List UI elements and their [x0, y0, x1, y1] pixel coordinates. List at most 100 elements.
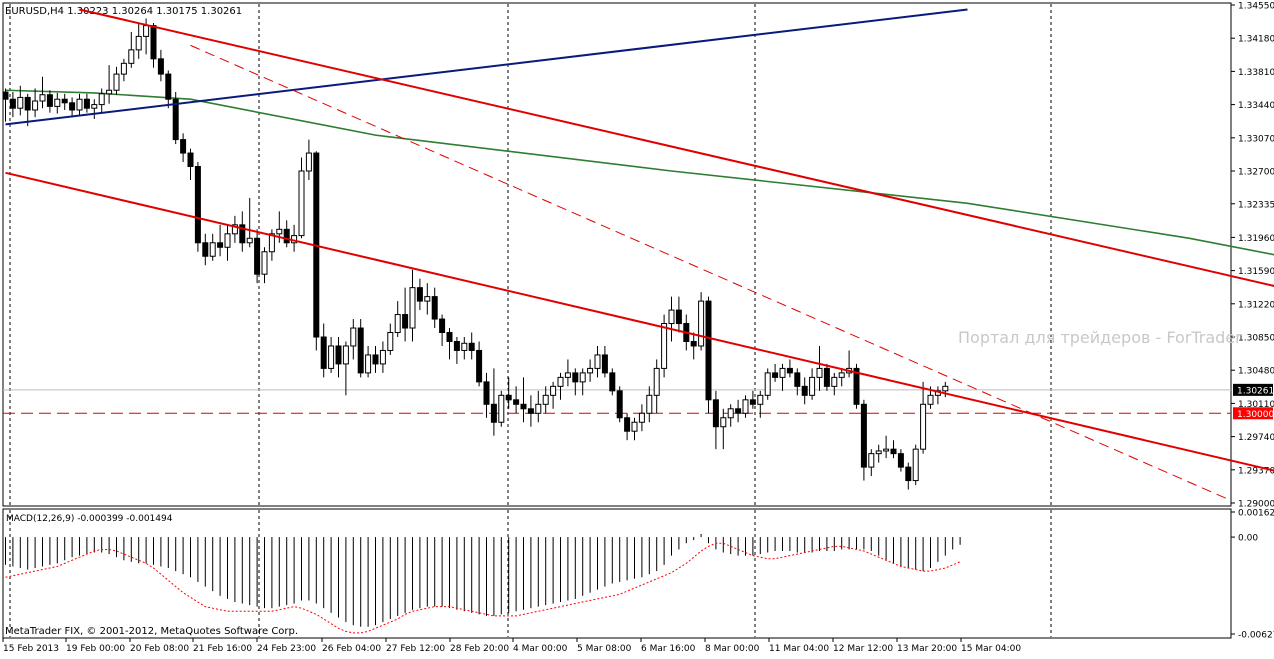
- time-label-9: 5 Mar 08:00: [577, 644, 632, 654]
- candle-body-82: [610, 373, 615, 391]
- candle-body-125: [928, 395, 933, 404]
- candle-body-19: [144, 26, 149, 37]
- candle-body-2: [18, 97, 23, 108]
- candle-body-85: [632, 422, 637, 431]
- candle-body-0: [3, 92, 8, 99]
- price-tick-label-7: 1.31960: [1238, 234, 1274, 244]
- time-label-10: 6 Mar 16:00: [641, 644, 696, 654]
- candle-82: [610, 368, 615, 395]
- candle-body-35: [262, 252, 267, 274]
- candle-body-86: [639, 413, 644, 422]
- candle-body-1: [10, 99, 15, 108]
- time-label-5: 26 Feb 04:00: [322, 644, 381, 654]
- candle-body-25: [188, 153, 193, 166]
- price-tick-label-9: 1.31220: [1238, 300, 1274, 310]
- candle-body-14: [107, 90, 112, 94]
- candle-body-34: [255, 238, 260, 274]
- macd-tick-label-0: 0.001622: [1238, 509, 1274, 519]
- candle-body-68: [506, 395, 511, 399]
- price-tick-label-2: 1.33810: [1238, 68, 1274, 78]
- candle-body-101: [750, 400, 755, 404]
- candle-body-113: [839, 373, 844, 377]
- candle-body-120: [891, 449, 896, 453]
- candle-body-110: [817, 368, 822, 377]
- time-label-6: 27 Feb 12:00: [386, 644, 445, 654]
- candle-body-40: [299, 171, 304, 236]
- candle-body-90: [669, 310, 674, 323]
- candle-body-69: [514, 400, 519, 404]
- candle-body-78: [580, 373, 585, 382]
- candle-body-75: [558, 377, 563, 386]
- macd-label: MACD(12,26,9) -0.000399 -0.001494: [6, 514, 173, 524]
- candle-body-8: [62, 99, 67, 103]
- time-label-7: 28 Feb 20:00: [450, 644, 509, 654]
- candle-body-112: [832, 377, 837, 386]
- candle-body-22: [166, 74, 171, 99]
- candle-body-61: [454, 341, 459, 350]
- candle-26: [195, 162, 200, 252]
- candle-94: [699, 292, 704, 350]
- candle-body-73: [543, 395, 548, 404]
- candle-body-124: [921, 404, 926, 449]
- candle-body-100: [743, 400, 748, 413]
- candle-body-55: [410, 288, 415, 328]
- candle-body-5: [40, 95, 45, 101]
- price-tick-label-13: 1.29740: [1238, 433, 1274, 443]
- candle-48: [358, 319, 363, 377]
- time-label-2: 20 Feb 08:00: [130, 644, 189, 654]
- current-price-tag-label: 1.30261: [1237, 386, 1274, 396]
- candle-body-17: [129, 50, 134, 63]
- candle-body-87: [647, 395, 652, 413]
- price-tick-label-3: 1.33440: [1238, 101, 1274, 111]
- price-tick-label-1: 1.34180: [1238, 35, 1274, 45]
- time-label-4: 24 Feb 23:00: [257, 644, 316, 654]
- candle-body-109: [810, 377, 815, 395]
- time-label-12: 11 Mar 04:00: [769, 644, 829, 654]
- candle-body-119: [884, 449, 889, 451]
- candle-body-93: [691, 341, 696, 345]
- candle-body-88: [654, 368, 659, 395]
- candle-23: [173, 92, 178, 144]
- candle-body-3: [25, 97, 30, 110]
- candle-body-117: [869, 454, 874, 467]
- candle-body-99: [736, 409, 741, 413]
- candle-body-11: [84, 99, 89, 108]
- candle-89: [662, 315, 667, 378]
- price-tick-label-4: 1.33070: [1238, 134, 1274, 144]
- candle-body-118: [876, 451, 881, 454]
- candle-body-123: [913, 449, 918, 480]
- time-label-11: 8 Mar 00:00: [705, 644, 760, 654]
- candle-103: [765, 368, 770, 399]
- candle-body-26: [195, 167, 200, 243]
- candle-body-60: [447, 333, 452, 342]
- macd-tick-label-2: -0.00627: [1238, 631, 1274, 641]
- candle-body-95: [706, 301, 711, 400]
- candle-body-47: [351, 328, 356, 346]
- candle-body-63: [469, 343, 474, 350]
- candle-body-21: [158, 59, 163, 74]
- candle-body-107: [795, 373, 800, 386]
- time-label-15: 15 Mar 04:00: [961, 644, 1021, 654]
- candle-body-81: [602, 355, 607, 373]
- candle-body-4: [33, 101, 38, 110]
- candle-body-62: [462, 343, 467, 350]
- time-label-0: 15 Feb 2013: [3, 644, 59, 654]
- price-tick-label-5: 1.32700: [1238, 168, 1274, 178]
- candle-body-33: [247, 238, 252, 242]
- price-tick-label-14: 1.29370: [1238, 466, 1274, 476]
- candle-body-53: [395, 315, 400, 333]
- candle-body-106: [787, 368, 792, 372]
- candle-body-94: [699, 301, 704, 346]
- candle-body-49: [366, 355, 371, 373]
- price-tick-label-0: 1.34550: [1238, 2, 1274, 12]
- candle-body-105: [780, 368, 785, 377]
- candle-body-108: [802, 386, 807, 395]
- candle-body-37: [277, 229, 282, 233]
- candle-body-18: [136, 36, 141, 49]
- candle-body-102: [758, 395, 763, 404]
- candle-body-9: [70, 103, 75, 110]
- candle-body-98: [728, 409, 733, 418]
- candle-body-76: [565, 373, 570, 377]
